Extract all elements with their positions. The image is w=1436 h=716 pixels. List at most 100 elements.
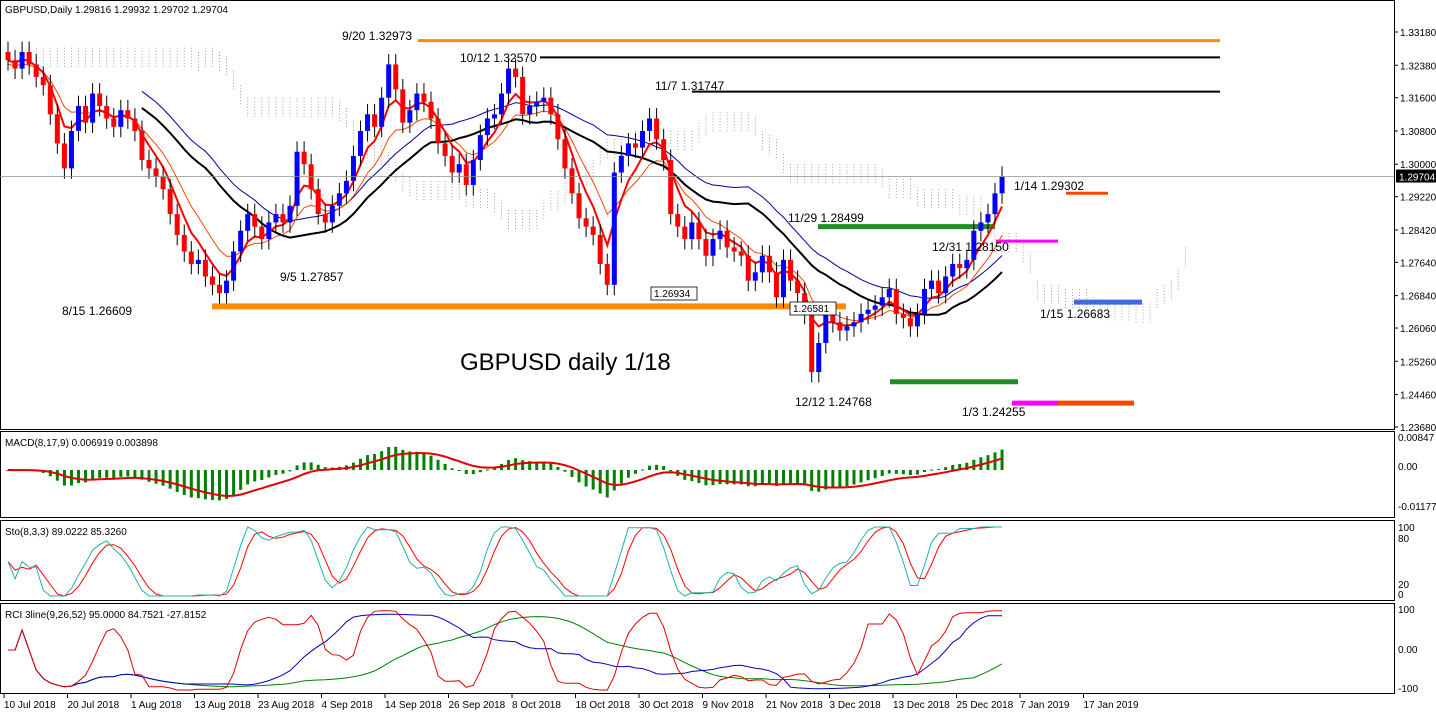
macd-bar bbox=[535, 461, 539, 470]
candle-bull bbox=[379, 97, 385, 127]
x-tick-label: 17 Jan 2019 bbox=[1084, 700, 1139, 711]
candle-bear bbox=[252, 214, 258, 227]
candle-bear bbox=[555, 114, 561, 140]
candle-bear bbox=[661, 139, 667, 161]
macd-bar bbox=[84, 470, 88, 483]
macd-bar bbox=[887, 470, 891, 474]
level-box bbox=[650, 286, 698, 301]
candle-bear bbox=[703, 239, 709, 256]
macd-bar bbox=[387, 447, 391, 470]
level-label: 11/29 1.28499 bbox=[788, 211, 864, 225]
macd-bar bbox=[923, 470, 926, 473]
candle-bull bbox=[710, 239, 716, 256]
candle-bull bbox=[914, 313, 920, 327]
candle-bear bbox=[5, 51, 11, 61]
candle-bull bbox=[336, 193, 342, 206]
macd-bar bbox=[436, 459, 440, 470]
macd-bar bbox=[302, 462, 306, 470]
stoch-tick-label: 20 bbox=[1398, 580, 1410, 591]
candle-bull bbox=[238, 230, 244, 252]
candle-bear bbox=[47, 85, 53, 115]
candle-bear bbox=[576, 193, 582, 219]
candle-bull bbox=[781, 259, 786, 298]
candle-bear bbox=[259, 226, 265, 240]
candle-bull bbox=[865, 309, 871, 314]
candle-bull bbox=[971, 230, 977, 260]
candle-bull bbox=[484, 118, 490, 136]
candle-bull bbox=[68, 130, 74, 169]
macd-bar bbox=[260, 470, 264, 481]
macd-bar bbox=[739, 470, 743, 485]
candle-bull bbox=[929, 280, 935, 289]
candle-bull bbox=[985, 214, 991, 223]
candle-bear bbox=[548, 97, 554, 115]
macd-bar bbox=[239, 470, 243, 490]
candle-bull bbox=[118, 110, 124, 127]
candle-bear bbox=[724, 230, 730, 248]
x-tick-label: 23 Aug 2018 bbox=[258, 700, 315, 711]
level-label: 10/12 1.32570 bbox=[460, 51, 537, 65]
macd-bar bbox=[619, 470, 623, 484]
candle-bear bbox=[139, 130, 145, 161]
candle-bull bbox=[386, 64, 392, 98]
macd-bar bbox=[810, 470, 814, 491]
candle-bear bbox=[83, 106, 89, 123]
macd-bar bbox=[309, 462, 313, 470]
level-label: 9/5 1.27857 bbox=[280, 270, 344, 284]
candle-bear bbox=[421, 93, 427, 102]
macd-bar bbox=[492, 467, 496, 470]
macd-bar bbox=[958, 463, 962, 470]
macd-bar bbox=[760, 470, 764, 485]
candle-bull bbox=[943, 276, 949, 294]
candle-bull bbox=[625, 143, 631, 156]
macd-bar bbox=[577, 470, 581, 483]
candle-bear bbox=[125, 110, 131, 119]
x-tick-label: 13 Aug 2018 bbox=[195, 700, 252, 711]
macd-bar bbox=[471, 470, 475, 475]
macd-bar bbox=[612, 470, 616, 491]
current-price-text: 1.29704 bbox=[1399, 173, 1436, 184]
candle-bear bbox=[936, 280, 942, 294]
candle-bull bbox=[527, 106, 533, 115]
macd-bar bbox=[189, 470, 193, 498]
candle-bear bbox=[181, 234, 187, 252]
macd-bar bbox=[401, 449, 405, 470]
macd-bar bbox=[711, 470, 715, 486]
macd-bar bbox=[915, 470, 919, 475]
candle-bull bbox=[640, 130, 645, 148]
candle-bear bbox=[435, 118, 441, 144]
candle-bear bbox=[604, 264, 610, 285]
y-tick-label: 1.29220 bbox=[1400, 193, 1436, 204]
macd-bar bbox=[767, 470, 771, 485]
candle-bull bbox=[287, 205, 293, 223]
candle-bear bbox=[12, 60, 18, 69]
macd-bar bbox=[944, 467, 948, 470]
macd-bar bbox=[415, 451, 419, 470]
macd-bar bbox=[641, 469, 644, 471]
candle-bear bbox=[301, 151, 307, 165]
candle-bear bbox=[111, 118, 117, 127]
candle-bear bbox=[738, 251, 744, 256]
stoch-tick-label: 80 bbox=[1398, 534, 1410, 545]
price-panel bbox=[0, 0, 1395, 430]
macd-tick-label: 0.00 bbox=[1398, 462, 1418, 473]
x-tick-label: 30 Oct 2018 bbox=[639, 700, 694, 711]
macd-bar bbox=[380, 451, 384, 470]
macd-bar bbox=[570, 470, 574, 477]
candle-bear bbox=[520, 76, 526, 115]
candle-bull bbox=[90, 93, 96, 123]
macd-tick-label: 0.00847 bbox=[1398, 433, 1435, 444]
candle-bear bbox=[569, 168, 575, 194]
x-tick-label: 14 Sep 2018 bbox=[385, 700, 442, 711]
candle-bear bbox=[40, 76, 46, 86]
macd-bar bbox=[782, 470, 785, 484]
macd-bar bbox=[930, 469, 934, 471]
candle-bear bbox=[393, 64, 399, 90]
candle-bear bbox=[188, 251, 194, 265]
x-tick-label: 13 Dec 2018 bbox=[893, 700, 950, 711]
macd-bar bbox=[105, 470, 109, 478]
y-tick-label: 1.23680 bbox=[1400, 423, 1436, 434]
candle-bear bbox=[682, 226, 688, 240]
macd-bar bbox=[267, 470, 271, 478]
y-tick-label: 1.27640 bbox=[1400, 258, 1436, 269]
